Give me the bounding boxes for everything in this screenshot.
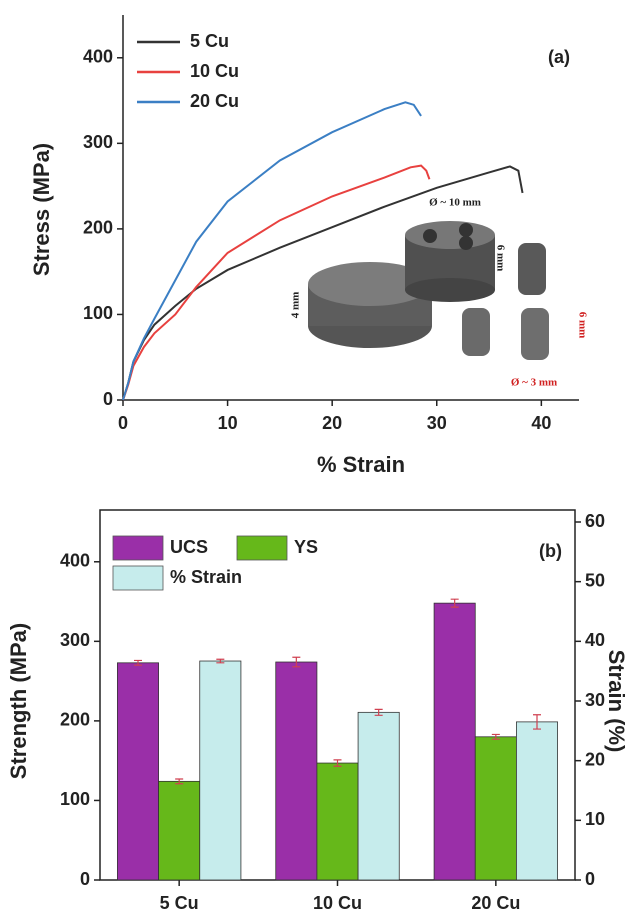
x-tick-label: 20 [322, 413, 342, 433]
x-tick-label: 0 [118, 413, 128, 433]
y-tick-label: 400 [83, 47, 113, 67]
bar [275, 661, 318, 881]
bar [516, 721, 558, 881]
error-bar [533, 714, 541, 730]
y2-tick-label: 40 [585, 630, 605, 650]
y2-tick-label: 60 [585, 511, 605, 531]
x-tick-label: 10 Cu [313, 893, 362, 913]
panel-label: (b) [539, 541, 562, 561]
legend-label: % Strain [170, 567, 242, 587]
y-tick-label: 400 [60, 551, 90, 571]
x-tick-label: 40 [531, 413, 551, 433]
legend-label: 20 Cu [190, 91, 239, 111]
bar [158, 780, 201, 881]
y-tick-label: 300 [83, 132, 113, 152]
error-bar [134, 659, 142, 666]
panel-label: (a) [548, 47, 570, 67]
y-tick-label: 200 [60, 710, 90, 730]
error-bar [216, 658, 225, 664]
x-tick-label: 30 [427, 413, 447, 433]
y2-tick-label: 50 [585, 570, 605, 590]
legend-label: 5 Cu [190, 31, 229, 51]
annotation: 4 mm [290, 292, 302, 319]
y-axis-label: Stress (MPa) [29, 143, 54, 276]
x-tick-label: 10 [218, 413, 238, 433]
y-tick-label: 100 [83, 303, 113, 323]
bar [474, 736, 517, 881]
y2-tick-label: 0 [585, 869, 595, 889]
line-series [122, 164, 431, 401]
bar [433, 602, 476, 881]
y-tick-label: 200 [83, 218, 113, 238]
error-bar [175, 778, 184, 785]
y-axis-label: Strength (MPa) [6, 623, 31, 779]
sample-photo [308, 221, 549, 360]
y2-tick-label: 30 [585, 690, 605, 710]
y-tick-label: 300 [60, 630, 90, 650]
bar [117, 662, 159, 881]
annotation: 6 mm [494, 245, 506, 272]
legend-swatch [236, 535, 288, 561]
y-tick-label: 0 [80, 869, 90, 889]
bar [357, 711, 400, 881]
y-tick-label: 0 [103, 389, 113, 409]
x-tick-label: 20 Cu [471, 893, 520, 913]
legend-label: YS [294, 537, 318, 557]
legend-label: UCS [170, 537, 208, 557]
annotation: 6 mm [576, 312, 588, 339]
legend-swatch [112, 565, 164, 591]
line-series [122, 101, 422, 401]
bar [316, 762, 359, 881]
error-bar [491, 733, 500, 740]
x-tick-label: 5 Cu [160, 893, 199, 913]
error-bar [450, 598, 459, 608]
legend-swatch [112, 535, 164, 561]
y2-tick-label: 20 [585, 749, 605, 769]
annotation: Ø ~ 3 mm [511, 377, 557, 389]
x-axis-label: % Strain [317, 452, 405, 477]
y2-axis-label: Strain (%) [604, 650, 626, 753]
y-tick-label: 100 [60, 789, 90, 809]
error-bar [333, 759, 342, 767]
error-bar [374, 708, 383, 716]
error-bar [292, 656, 301, 668]
legend-label: 10 Cu [190, 61, 239, 81]
y2-tick-label: 10 [585, 809, 605, 829]
annotation: Ø ~ 10 mm [429, 197, 481, 209]
bar [199, 660, 242, 881]
